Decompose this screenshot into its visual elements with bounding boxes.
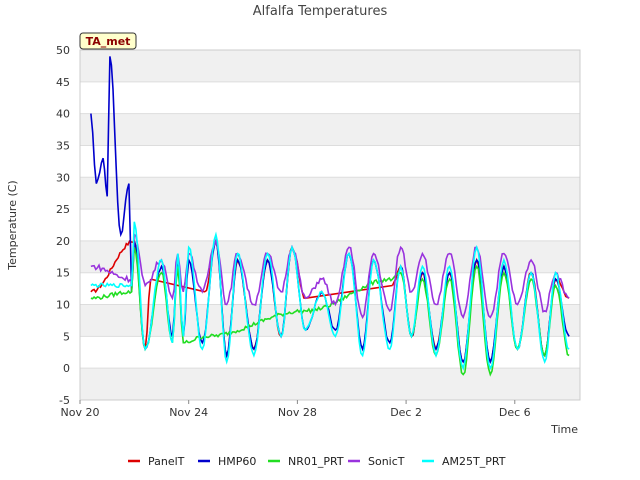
legend-label: HMP60 bbox=[218, 455, 256, 468]
y-axis-ticks: -5 0 5 10 15 20 25 30 35 40 45 50 bbox=[56, 44, 70, 407]
y-tick-label: 30 bbox=[56, 171, 70, 184]
series-line-SonicT bbox=[90, 232, 570, 320]
legend-label: NR01_PRT bbox=[288, 455, 344, 468]
x-tick-label: Dec 6 bbox=[499, 406, 531, 419]
y-tick-label: 50 bbox=[56, 44, 70, 57]
grid-band bbox=[80, 368, 580, 400]
y-tick-label: 20 bbox=[56, 235, 70, 248]
site-tag-box bbox=[79, 32, 137, 50]
legend-label: PanelT bbox=[148, 455, 185, 468]
y-tick-label: -5 bbox=[59, 394, 70, 407]
x-tick-label: Nov 28 bbox=[278, 406, 317, 419]
y-tick-label: 15 bbox=[56, 267, 70, 280]
x-axis-ticks: Nov 20 Nov 24 Nov 28 Dec 2 Dec 6 bbox=[61, 400, 531, 419]
grid-band bbox=[80, 177, 580, 210]
series-line-PanelT bbox=[150, 278, 206, 293]
y-tick-label: 45 bbox=[56, 76, 70, 89]
y-tick-label: 25 bbox=[56, 203, 70, 216]
series-line-AM25T_PRT bbox=[90, 221, 570, 371]
y-tick-label: 40 bbox=[56, 108, 70, 121]
x-axis-label: Time bbox=[550, 423, 578, 436]
y-axis-label: Temperature (C) bbox=[6, 180, 19, 270]
series-line-PanelT bbox=[305, 284, 393, 299]
x-tick-label: Dec 2 bbox=[390, 406, 422, 419]
grid-lines bbox=[80, 49, 580, 401]
grid-band bbox=[80, 50, 580, 82]
legend-label: AM25T_PRT bbox=[442, 455, 506, 468]
grid-band bbox=[80, 113, 580, 146]
plot-bands bbox=[80, 50, 580, 400]
legend-label: SonicT bbox=[368, 455, 405, 468]
x-tick-label: Nov 24 bbox=[169, 406, 208, 419]
plot-frame bbox=[79, 49, 581, 401]
legend: PanelT HMP60 NR01_PRT SonicT AM25T_PRT bbox=[128, 455, 506, 468]
y-tick-label: 10 bbox=[56, 299, 70, 312]
site-tag-text: TA_met bbox=[86, 35, 131, 48]
x-tick-label: Nov 20 bbox=[61, 406, 100, 419]
series-lines bbox=[90, 56, 570, 377]
site-tag: TA_met bbox=[79, 32, 137, 50]
chart-title: Alfalfa Temperatures bbox=[253, 4, 388, 19]
y-tick-label: 35 bbox=[56, 139, 70, 152]
y-tick-label: 0 bbox=[63, 362, 70, 375]
y-tick-label: 5 bbox=[63, 330, 70, 343]
